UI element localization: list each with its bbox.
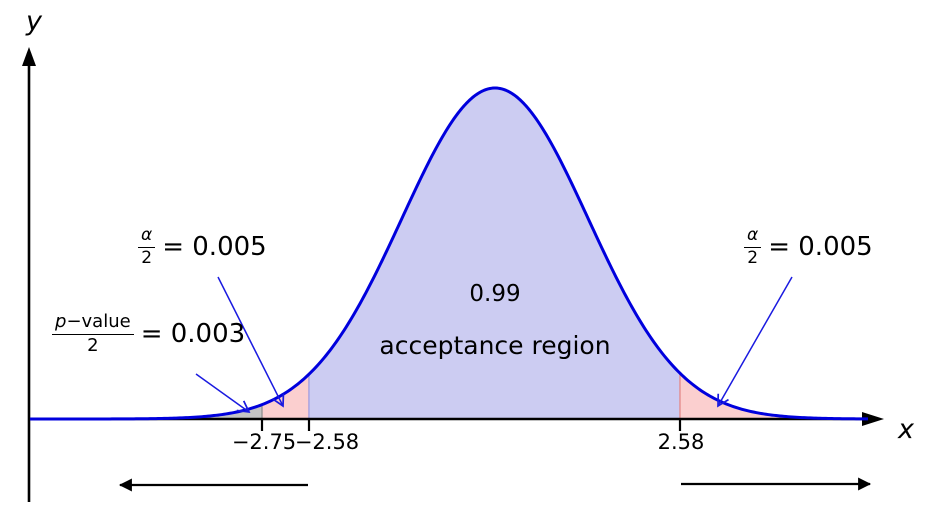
acceptance-region-label: acceptance region <box>379 331 611 360</box>
alpha-left-denominator: 2 <box>141 247 153 268</box>
alpha-left-value: = 0.005 <box>162 232 267 263</box>
alpha-left-fraction: α 2 <box>138 225 156 268</box>
tick-label-neg-2-75: −2.75 <box>231 430 297 454</box>
alpha-right-numerator: α <box>744 225 762 248</box>
alpha-right-fraction: α 2 <box>744 225 762 268</box>
p-value-numerator: p−value <box>52 311 134 335</box>
acceptance-probability: 0.99 <box>469 281 521 307</box>
p-value-value: = 0.003 <box>140 319 246 350</box>
tick-label-pos-2-58: 2.58 <box>657 430 705 454</box>
alpha-right-arrow <box>717 276 793 408</box>
p-value-region <box>30 403 263 420</box>
alpha-left-numerator: α <box>138 225 156 248</box>
alpha-right-denominator: 2 <box>747 247 759 268</box>
acceptance-region-fill <box>308 87 681 420</box>
p-value-fraction: p−value 2 <box>52 311 134 356</box>
p-value-variable: p <box>55 311 67 332</box>
alpha-right-annotation: α 2 = 0.005 <box>744 225 873 268</box>
y-axis-arrowhead <box>22 47 36 66</box>
p-value-denominator: 2 <box>87 334 99 356</box>
left-rejection-region <box>30 372 310 420</box>
x-axis-arrowhead <box>862 412 884 426</box>
p-value-annotation: p−value 2 = 0.003 <box>52 311 246 356</box>
alpha-right-value: = 0.005 <box>768 232 873 263</box>
y-axis-label: y <box>26 6 42 37</box>
alpha-left-arrow <box>217 276 285 408</box>
p-value-numerator-rest: −value <box>66 311 131 332</box>
p-value-arrow <box>195 373 251 414</box>
alpha-left-annotation: α 2 = 0.005 <box>138 225 267 268</box>
tick-label-neg-2-58: −2.58 <box>294 430 360 454</box>
x-axis-label: x <box>898 414 914 445</box>
